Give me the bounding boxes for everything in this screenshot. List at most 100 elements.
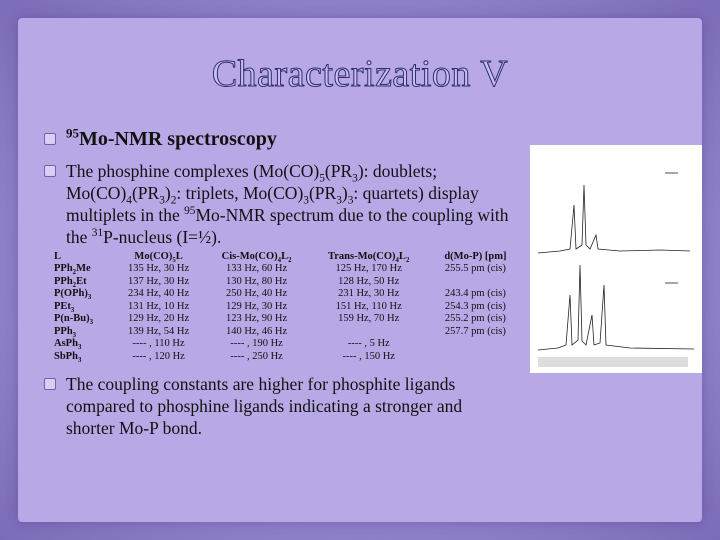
table-cell: 255.2 pm (cis)	[444, 313, 506, 325]
text-run: PPh	[54, 263, 73, 275]
spectra-figure	[530, 145, 702, 373]
text-run: : quartets) display multiplets in the	[66, 183, 479, 225]
table-cell: 255.5 pm (cis)	[444, 263, 506, 275]
table-cell: 125 Hz, 170 Hz	[335, 263, 402, 275]
table-row: AsPh3 ---- , 110 Hz ---- , 190 Hz ---- , 5 …	[52, 338, 522, 351]
table-row: PEt3 131 Hz, 10 Hz 129 Hz, 30 Hz 151 Hz, 11…	[52, 300, 522, 314]
text-run: SbPh	[54, 350, 78, 362]
table-cell: Cis-Mo(CO)4L2	[205, 250, 309, 264]
table-cell: ---- , 250 Hz	[230, 350, 283, 362]
table-cell: ---- , 120 Hz	[132, 350, 185, 362]
table-cell: 131 Hz, 10 Hz	[127, 300, 190, 312]
subscript: 3	[336, 194, 342, 207]
table-cell: ---- , 110 Hz	[132, 338, 185, 350]
text-run: Me	[76, 263, 91, 275]
table-cell: ---- , 190 Hz	[230, 338, 283, 350]
text-run: (PR	[308, 183, 337, 203]
text-run: Mo(CO)	[134, 250, 173, 262]
text-run: Et	[76, 275, 87, 287]
table-cell: ---- , 5 Hz	[347, 338, 390, 350]
table-cell: 123 Hz, 90 Hz	[225, 313, 288, 325]
text-run: P-nucleus (I=½).	[103, 227, 222, 247]
table-cell: 250 Hz, 40 Hz	[225, 288, 288, 300]
table-cell: 234 Hz, 40 Hz	[127, 288, 190, 300]
table-cell	[429, 338, 522, 351]
text-run: The coupling constants are higher for ph…	[66, 374, 463, 438]
text-run: Cis-Mo(CO)	[221, 250, 278, 262]
subscript: 3	[303, 194, 309, 207]
text-run: PEt	[54, 300, 71, 312]
text-run: Mo-NMR spectrum due to the coupling with…	[66, 205, 509, 247]
table-row: P(OPh)3 234 Hz, 40 Hz 250 Hz, 40 Hz 231 Hz,…	[52, 288, 522, 301]
table-cell: 139 Hz, 54 Hz	[127, 325, 190, 337]
subscript: 3	[89, 319, 93, 327]
table-row: PPh3 139 Hz, 54 Hz 140 Hz, 46 Hz 257.7 pm (…	[52, 325, 522, 339]
subscript: 5	[172, 256, 176, 264]
text-run: PPh	[54, 325, 73, 337]
text-run: L	[398, 250, 406, 262]
text-run: (PR	[131, 183, 160, 203]
text-run: P(n-Bu)	[54, 313, 90, 325]
text-run: The phosphine complexes (Mo(CO)	[66, 161, 320, 181]
text-run: PPh	[54, 275, 73, 287]
table-cell: Mo(CO)5L	[113, 250, 205, 264]
text-run: L	[175, 250, 183, 262]
superscript: 31	[91, 227, 104, 240]
table-cell: 137 Hz, 30 Hz	[127, 275, 190, 287]
bullet: The coupling constants are higher for ph…	[44, 373, 506, 439]
table-cell: SbPh3	[52, 350, 113, 364]
text-run: : triplets, Mo(CO)	[176, 183, 304, 203]
table-cell: 128 Hz, 50 Hz	[338, 275, 400, 287]
caption-placeholder	[538, 357, 688, 367]
subscript: 4	[395, 256, 399, 264]
table-cell: PEt3	[52, 300, 113, 314]
superscript: 95	[184, 205, 196, 218]
subscript: 2	[405, 256, 410, 264]
superscript: 95	[66, 125, 79, 141]
subscript: 2	[72, 281, 77, 289]
text-run: (PR	[324, 161, 353, 181]
table-cell: 231 Hz, 30 Hz	[338, 288, 400, 300]
text-run: Mo-NMR spectroscopy	[79, 128, 277, 150]
subscript: 3	[70, 306, 75, 314]
table-cell: 243.4 pm (cis)	[444, 288, 506, 300]
table-cell: Trans-Mo(CO)4L2	[309, 250, 429, 264]
table-cell: L	[54, 250, 62, 262]
table-cell	[309, 325, 429, 338]
table-row: PPh2Me 135 Hz, 30 Hz 133 Hz, 60 Hz 125 Hz, …	[52, 263, 522, 276]
table-cell: PPh2Et	[52, 275, 113, 289]
subscript: 3	[77, 344, 82, 352]
table-cell: 257.7 pm (cis)	[444, 325, 506, 337]
subscript: 3	[347, 194, 354, 207]
table-cell: P(n-Bu)3	[52, 313, 113, 326]
subscript: 2	[72, 269, 77, 277]
subscript: 3	[87, 294, 92, 302]
table-row: P(n-Bu)3 129 Hz, 20 Hz 123 Hz, 90 Hz 159 Hz…	[52, 313, 522, 326]
table-row: SbPh3 ---- , 120 Hz ---- , 250 Hz ---- , 15…	[52, 350, 522, 364]
table-cell: 133 Hz, 60 Hz	[225, 263, 288, 275]
text-run: P(OPh)	[54, 288, 88, 300]
subscript: 4	[126, 194, 132, 207]
table-header: L Mo(CO)5L Cis-Mo(CO)4L2 Trans-Mo(CO)4L2 d(M…	[52, 250, 522, 264]
bullet: 95Mo-NMR spectroscopy	[44, 125, 277, 150]
table-cell: 135 Hz, 30 Hz	[127, 263, 190, 275]
table-cell	[429, 350, 522, 363]
subscript: 5	[319, 172, 325, 185]
table-cell: 151 Hz, 110 Hz	[335, 300, 402, 312]
table-cell	[429, 275, 522, 288]
data-table: L Mo(CO)5L Cis-Mo(CO)4L2 Trans-Mo(CO)4L2 d(M…	[52, 250, 522, 364]
text-run: )	[341, 183, 348, 203]
table-row: PPh2Et 137 Hz, 30 Hz 130 Hz, 80 Hz 128 Hz, …	[52, 275, 522, 289]
text-run: )	[164, 183, 171, 203]
table-cell: d(Mo-P) [pm]	[444, 250, 507, 262]
text-run: ): doublets; Mo(CO)	[66, 161, 438, 203]
text-run: AsPh	[54, 338, 78, 350]
table-cell: 130 Hz, 80 Hz	[225, 275, 288, 287]
subscript: 3	[77, 356, 82, 364]
slide-title: Characterization V	[211, 53, 509, 96]
table-cell: 140 Hz, 46 Hz	[225, 325, 288, 337]
text-run: L	[281, 250, 289, 262]
table-cell: 159 Hz, 70 Hz	[338, 313, 400, 325]
table-cell: ---- , 150 Hz	[342, 350, 395, 362]
